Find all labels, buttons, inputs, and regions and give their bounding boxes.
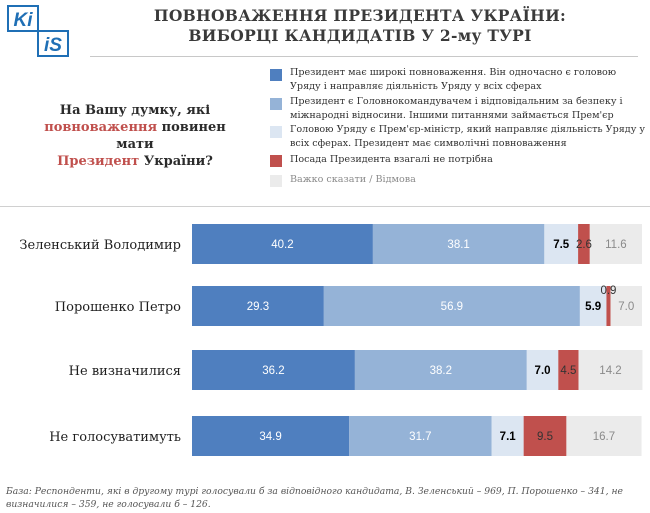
bar-segment <box>192 224 373 264</box>
logo-text-bottom: iS <box>44 35 62 56</box>
logo-text-top: Ki <box>14 10 34 31</box>
legend-swatch-1 <box>270 69 282 81</box>
data-label: 34.9 <box>259 431 281 443</box>
question-line-3: Президент України? <box>40 153 230 170</box>
question-line-1: На Вашу думку, які <box>59 103 211 118</box>
category-label: Не визначилися <box>69 364 181 379</box>
bar-segment <box>354 350 527 390</box>
bar-segment <box>523 416 567 456</box>
data-label: 9.5 <box>537 431 553 443</box>
bar-segment <box>192 416 350 456</box>
data-label: 16.7 <box>593 431 615 443</box>
data-label: 7.0 <box>618 301 634 313</box>
legend-swatch-2 <box>270 98 282 110</box>
survey-question: На Вашу думку, які повноваження повинен … <box>40 102 230 170</box>
kiis-logo: Ki iS <box>7 5 69 57</box>
data-label: 4.5 <box>560 365 576 377</box>
bar-segment <box>323 286 580 326</box>
category-label: Зеленський Володимир <box>19 238 181 253</box>
data-label: 40.2 <box>271 239 293 251</box>
bar-segment <box>192 350 355 390</box>
data-label: 7.0 <box>535 365 551 377</box>
bar-segment <box>526 350 559 390</box>
question-highlight-2: Президент <box>57 154 140 169</box>
footnote: База: Респонденти, які в другому турі го… <box>6 486 623 510</box>
logo-box-top <box>7 5 39 32</box>
legend-label-1: Президент має широкі повноваження. Він о… <box>290 67 617 92</box>
question-text-3: України? <box>139 154 213 169</box>
title-rule <box>90 56 638 57</box>
data-label: 36.2 <box>262 365 284 377</box>
bar-segment <box>544 224 579 264</box>
question-highlight-1: повноваження <box>44 120 158 135</box>
logo-box-bottom <box>37 30 69 57</box>
data-label: 56.9 <box>441 301 463 313</box>
data-label: 14.2 <box>599 365 621 377</box>
legend-label-3: Головою Уряду є Прем'єр-міністр, який на… <box>290 124 646 149</box>
page-title: ПОВНОВАЖЕННЯ ПРЕЗИДЕНТА УКРАЇНИ: ВИБОРЦІ… <box>90 6 630 46</box>
bar-segment <box>578 224 590 264</box>
bar-segment <box>610 286 642 326</box>
data-label: 0.9 <box>600 285 616 297</box>
category-label: Не голосуватимуть <box>49 430 181 445</box>
title-line-1: ПОВНОВАЖЕННЯ ПРЕЗИДЕНТА УКРАЇНИ: <box>153 6 567 25</box>
bar-segment <box>579 286 607 326</box>
bar-segment <box>566 416 642 456</box>
title-line-2: ВИБОРЦІ КАНДИДАТІВ У 2-му ТУРІ <box>188 26 532 45</box>
data-label: 5.9 <box>585 301 601 313</box>
data-label: 7.5 <box>553 239 570 251</box>
data-label: 31.7 <box>409 431 431 443</box>
bar-segment <box>589 224 642 264</box>
legend-swatch-3 <box>270 126 282 138</box>
data-label: 2.6 <box>576 239 592 251</box>
bar-segment <box>372 224 545 264</box>
legend-label-5: Важко сказати / Відмова <box>290 174 416 185</box>
data-label: 29.3 <box>247 301 269 313</box>
data-label: 38.2 <box>430 365 452 377</box>
legend-label-4: Посада Президента взагалі не потрібна <box>290 154 493 165</box>
data-label: 7.1 <box>500 431 517 443</box>
bar-segment <box>349 416 492 456</box>
section-divider <box>0 206 650 207</box>
question-line-2: повноваження повинен мати <box>40 119 230 153</box>
category-label: Порошенко Петро <box>55 300 181 315</box>
legend-swatch-4 <box>270 155 282 167</box>
legend-label-2: Президент є Головнокомандувачем і відпов… <box>290 96 623 121</box>
bar-segment <box>558 350 579 390</box>
bar-segment <box>606 286 611 326</box>
bar-segment <box>578 350 643 390</box>
bar-segment <box>491 416 524 456</box>
data-label: 38.1 <box>447 239 469 251</box>
stacked-bar-chart: Зеленський Володимир 40.2 38.1 7.5 2.6 11.6 По… <box>19 224 643 456</box>
legend-swatch-5 <box>270 175 282 187</box>
question-text-2: повинен мати <box>116 120 226 152</box>
bar-segment <box>192 286 324 326</box>
data-label: 11.6 <box>605 239 627 251</box>
